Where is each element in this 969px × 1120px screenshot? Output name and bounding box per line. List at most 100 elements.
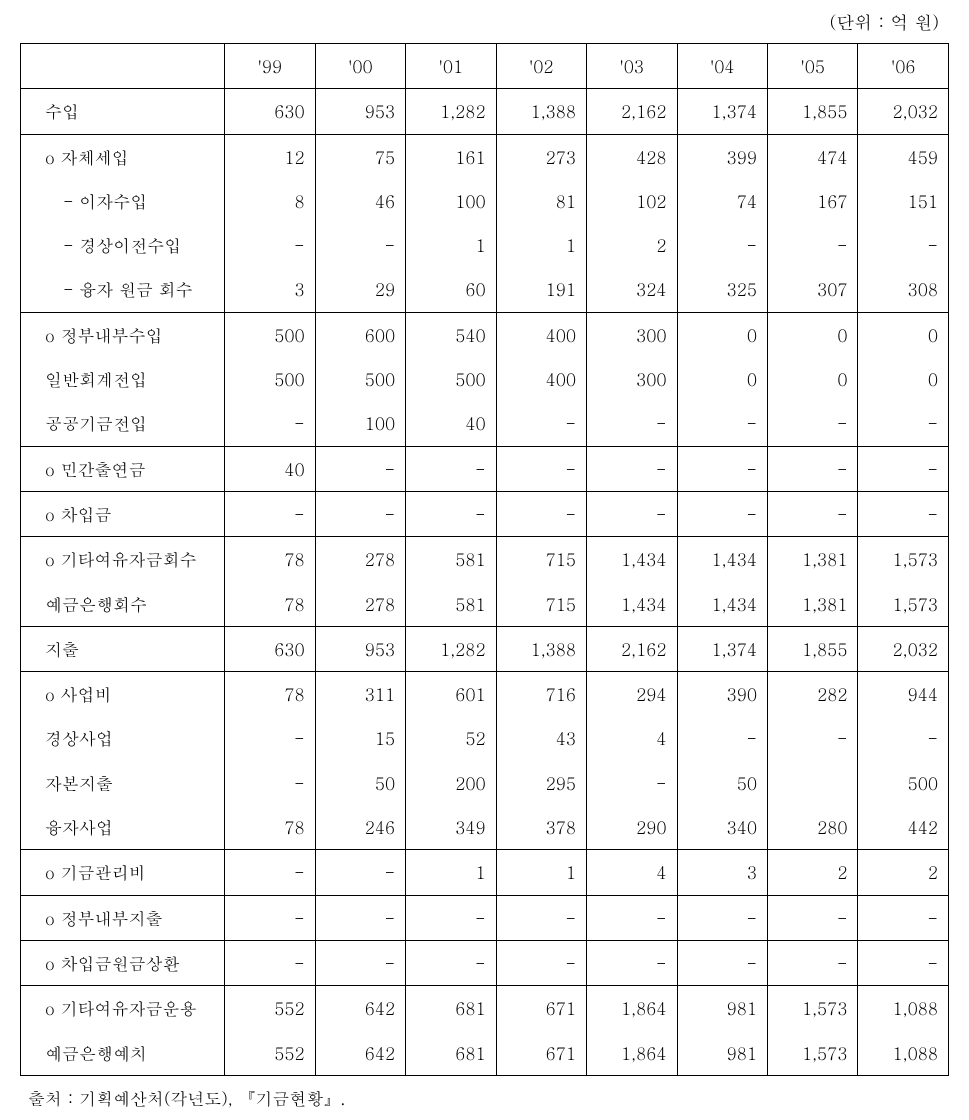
cell: 400 bbox=[496, 312, 586, 357]
cell: 500 bbox=[406, 357, 496, 401]
table-row: - 경상이전수입 --112--- bbox=[21, 223, 949, 267]
row-label: 예금은행회수 bbox=[21, 582, 225, 627]
cell: - bbox=[677, 716, 767, 760]
cell: 390 bbox=[677, 672, 767, 717]
cell: 200 bbox=[406, 761, 496, 805]
cell: 161 bbox=[406, 134, 496, 179]
cell: 3 bbox=[225, 267, 315, 312]
cell: 540 bbox=[406, 312, 496, 357]
cell: 0 bbox=[767, 357, 857, 401]
row-label: 예금은행예치 bbox=[21, 1031, 225, 1076]
cell: 1,434 bbox=[677, 582, 767, 627]
cell: - bbox=[225, 401, 315, 446]
table-row: 지출 6309531,2821,3882,1621,3741,8552,032 bbox=[21, 626, 949, 671]
cell: 15 bbox=[315, 716, 405, 760]
cell: 167 bbox=[767, 179, 857, 223]
cell: 642 bbox=[315, 1031, 405, 1076]
cell: - bbox=[858, 716, 949, 760]
cell: 2,032 bbox=[858, 626, 949, 671]
header-year: '03 bbox=[587, 44, 677, 89]
row-label: - 경상이전수입 bbox=[21, 223, 225, 267]
cell: 75 bbox=[315, 134, 405, 179]
cell: - bbox=[225, 491, 315, 536]
cell: 78 bbox=[225, 805, 315, 850]
cell: 1,088 bbox=[858, 986, 949, 1031]
cell: - bbox=[225, 850, 315, 895]
cell: - bbox=[315, 940, 405, 985]
cell: 1,088 bbox=[858, 1031, 949, 1076]
cell: - bbox=[677, 940, 767, 985]
cell: 52 bbox=[406, 716, 496, 760]
cell: 1,573 bbox=[767, 1031, 857, 1076]
cell: - bbox=[406, 895, 496, 940]
cell: - bbox=[767, 940, 857, 985]
cell: 953 bbox=[315, 626, 405, 671]
cell: - bbox=[767, 716, 857, 760]
cell: 1 bbox=[406, 850, 496, 895]
table-row: 자본지출 -50200295-50500 bbox=[21, 761, 949, 805]
cell: 1 bbox=[496, 223, 586, 267]
cell: 43 bbox=[496, 716, 586, 760]
cell: 29 bbox=[315, 267, 405, 312]
cell: 78 bbox=[225, 672, 315, 717]
cell: - bbox=[858, 446, 949, 491]
cell: 290 bbox=[587, 805, 677, 850]
header-blank bbox=[21, 44, 225, 89]
cell: 294 bbox=[587, 672, 677, 717]
header-year: '99 bbox=[225, 44, 315, 89]
cell: 1,434 bbox=[677, 537, 767, 582]
cell: 2 bbox=[858, 850, 949, 895]
row-label: o 민간출연금 bbox=[21, 446, 225, 491]
cell: 581 bbox=[406, 537, 496, 582]
cell: - bbox=[767, 223, 857, 267]
table-row: - 이자수입 8461008110274167151 bbox=[21, 179, 949, 223]
cell: 78 bbox=[225, 537, 315, 582]
cell: 459 bbox=[858, 134, 949, 179]
cell: - bbox=[858, 940, 949, 985]
row-label: o 차입금원금상환 bbox=[21, 940, 225, 985]
cell: - bbox=[677, 401, 767, 446]
cell: 642 bbox=[315, 986, 405, 1031]
cell: 601 bbox=[406, 672, 496, 717]
cell: 428 bbox=[587, 134, 677, 179]
cell: 307 bbox=[767, 267, 857, 312]
cell: 1,573 bbox=[858, 537, 949, 582]
cell: 8 bbox=[225, 179, 315, 223]
table-row: o 민간출연금 40------- bbox=[21, 446, 949, 491]
table-row: 공공기금전입 -10040----- bbox=[21, 401, 949, 446]
cell: 273 bbox=[496, 134, 586, 179]
budget-table: '99 '00 '01 '02 '03 '04 '05 '06 수입 63095… bbox=[20, 43, 949, 1076]
cell: 981 bbox=[677, 986, 767, 1031]
cell: 1,374 bbox=[677, 626, 767, 671]
unit-label: (단위 : 억 원) bbox=[20, 10, 949, 35]
table-row: - 융자 원금 회수 32960191324325307308 bbox=[21, 267, 949, 312]
cell: 630 bbox=[225, 89, 315, 134]
cell: 2 bbox=[767, 850, 857, 895]
cell: - bbox=[496, 491, 586, 536]
cell: 1,388 bbox=[496, 89, 586, 134]
cell: 12 bbox=[225, 134, 315, 179]
cell: 2 bbox=[587, 223, 677, 267]
cell: 1,573 bbox=[767, 986, 857, 1031]
cell: 500 bbox=[225, 357, 315, 401]
cell: 1 bbox=[406, 223, 496, 267]
table-row: 경상사업 -1552434--- bbox=[21, 716, 949, 760]
table-row: 수입 6309531,2821,3882,1621,3741,8552,032 bbox=[21, 89, 949, 134]
row-label: o 기타여유자금회수 bbox=[21, 537, 225, 582]
cell: 100 bbox=[315, 401, 405, 446]
header-year: '05 bbox=[767, 44, 857, 89]
cell: - bbox=[767, 895, 857, 940]
cell: 1,388 bbox=[496, 626, 586, 671]
cell: 1,434 bbox=[587, 537, 677, 582]
cell: - bbox=[225, 716, 315, 760]
cell: - bbox=[496, 940, 586, 985]
row-label: - 융자 원금 회수 bbox=[21, 267, 225, 312]
table-row: o 차입금원금상환 -------- bbox=[21, 940, 949, 985]
header-row: '99 '00 '01 '02 '03 '04 '05 '06 bbox=[21, 44, 949, 89]
cell: 50 bbox=[315, 761, 405, 805]
cell: - bbox=[587, 446, 677, 491]
row-label: o 자체세입 bbox=[21, 134, 225, 179]
cell: 681 bbox=[406, 986, 496, 1031]
cell: 581 bbox=[406, 582, 496, 627]
cell: 282 bbox=[767, 672, 857, 717]
